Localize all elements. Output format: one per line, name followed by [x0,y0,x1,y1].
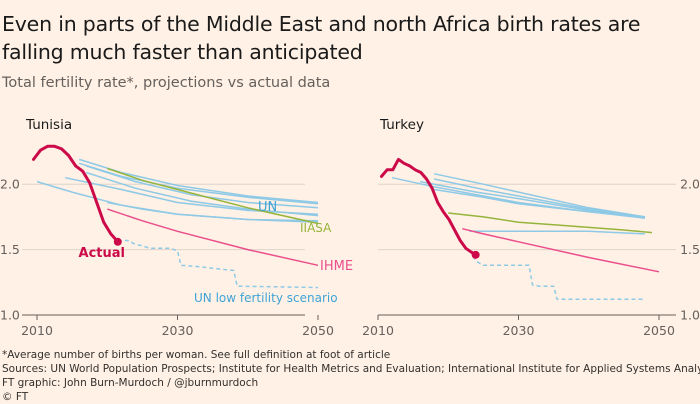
turkey-un-projection-line [434,178,646,218]
turkey-un-projection-line [469,230,646,235]
tunisia-panel-title: Tunisia [25,117,72,133]
turkey-actual-line [380,157,478,257]
tunisia-un-projection-line [64,176,319,216]
tunisia-xtick-label: 2030 [162,323,194,338]
turkey-ytick-label: 1.0 [680,308,700,323]
turkey-un-projection-line [434,188,646,218]
turkey-un-projection-line [434,173,646,218]
tunisia-ytick-label: 1.5 [0,242,20,257]
tunisia-ytick-label: 2.0 [0,177,20,192]
actual-label: Actual [79,246,125,261]
chart-title: Even in parts of the Middle East and nor… [2,12,641,64]
un-low-label: UN low fertility scenario [194,291,338,305]
copyright-note: © FT [2,391,29,403]
panel-tunisia: Tunisia 1.0 1.5 2.0 2010 2030 2050 Actual UN IIAS… [0,117,353,338]
chart-subtitle: Total fertility rate*, projections vs ac… [2,75,331,91]
turkey-xtick-label: 2030 [503,323,535,338]
turkey-un-projection-line [419,180,646,218]
footnote: *Average number of births per woman. See… [2,349,391,361]
tunisia-iiasa-line [107,167,319,225]
un-label: UN [258,200,277,215]
tunisia-un-projection-line [78,162,319,205]
iiasa-label: IIASA [300,221,332,235]
tunisia-ihme-line [107,208,319,267]
tunisia-actual-endpoint [113,237,122,246]
turkey-un-low-fertility-line [472,255,645,301]
turkey-panel-title: Turkey [379,117,424,133]
ihme-label: IHME [320,259,353,274]
turkey-xtick-label: 2010 [362,323,394,338]
tunisia-xtick-label: 2010 [21,323,53,338]
tunisia-actual-line [32,144,120,244]
turkey-xtick-label: 2050 [643,323,675,338]
turkey-iiasa-line [448,212,653,234]
sources-note: Sources: UN World Population Prospects; … [2,363,700,375]
tunisia-un-low-fertility-line [117,239,319,289]
tunisia-xtick-label: 2050 [302,323,334,338]
tunisia-un-projection-line [107,201,319,223]
graphic-credit: FT graphic: John Burn-Murdoch / @jburnmu… [2,377,259,389]
tunisia-un-projection-line [85,171,319,217]
turkey-ytick-label: 1.5 [680,242,700,257]
turkey-actual-endpoint [471,250,480,259]
turkey-ihme-line [462,227,660,273]
panel-turkey: Turkey 1.0 1.5 2.0 2010 2030 2050 [362,117,700,338]
turkey-ytick-label: 2.0 [680,177,700,192]
tunisia-ytick-label: 1.0 [0,308,20,323]
tunisia-un-projection-line [78,158,319,204]
tunisia-un-projection-line [85,165,319,209]
